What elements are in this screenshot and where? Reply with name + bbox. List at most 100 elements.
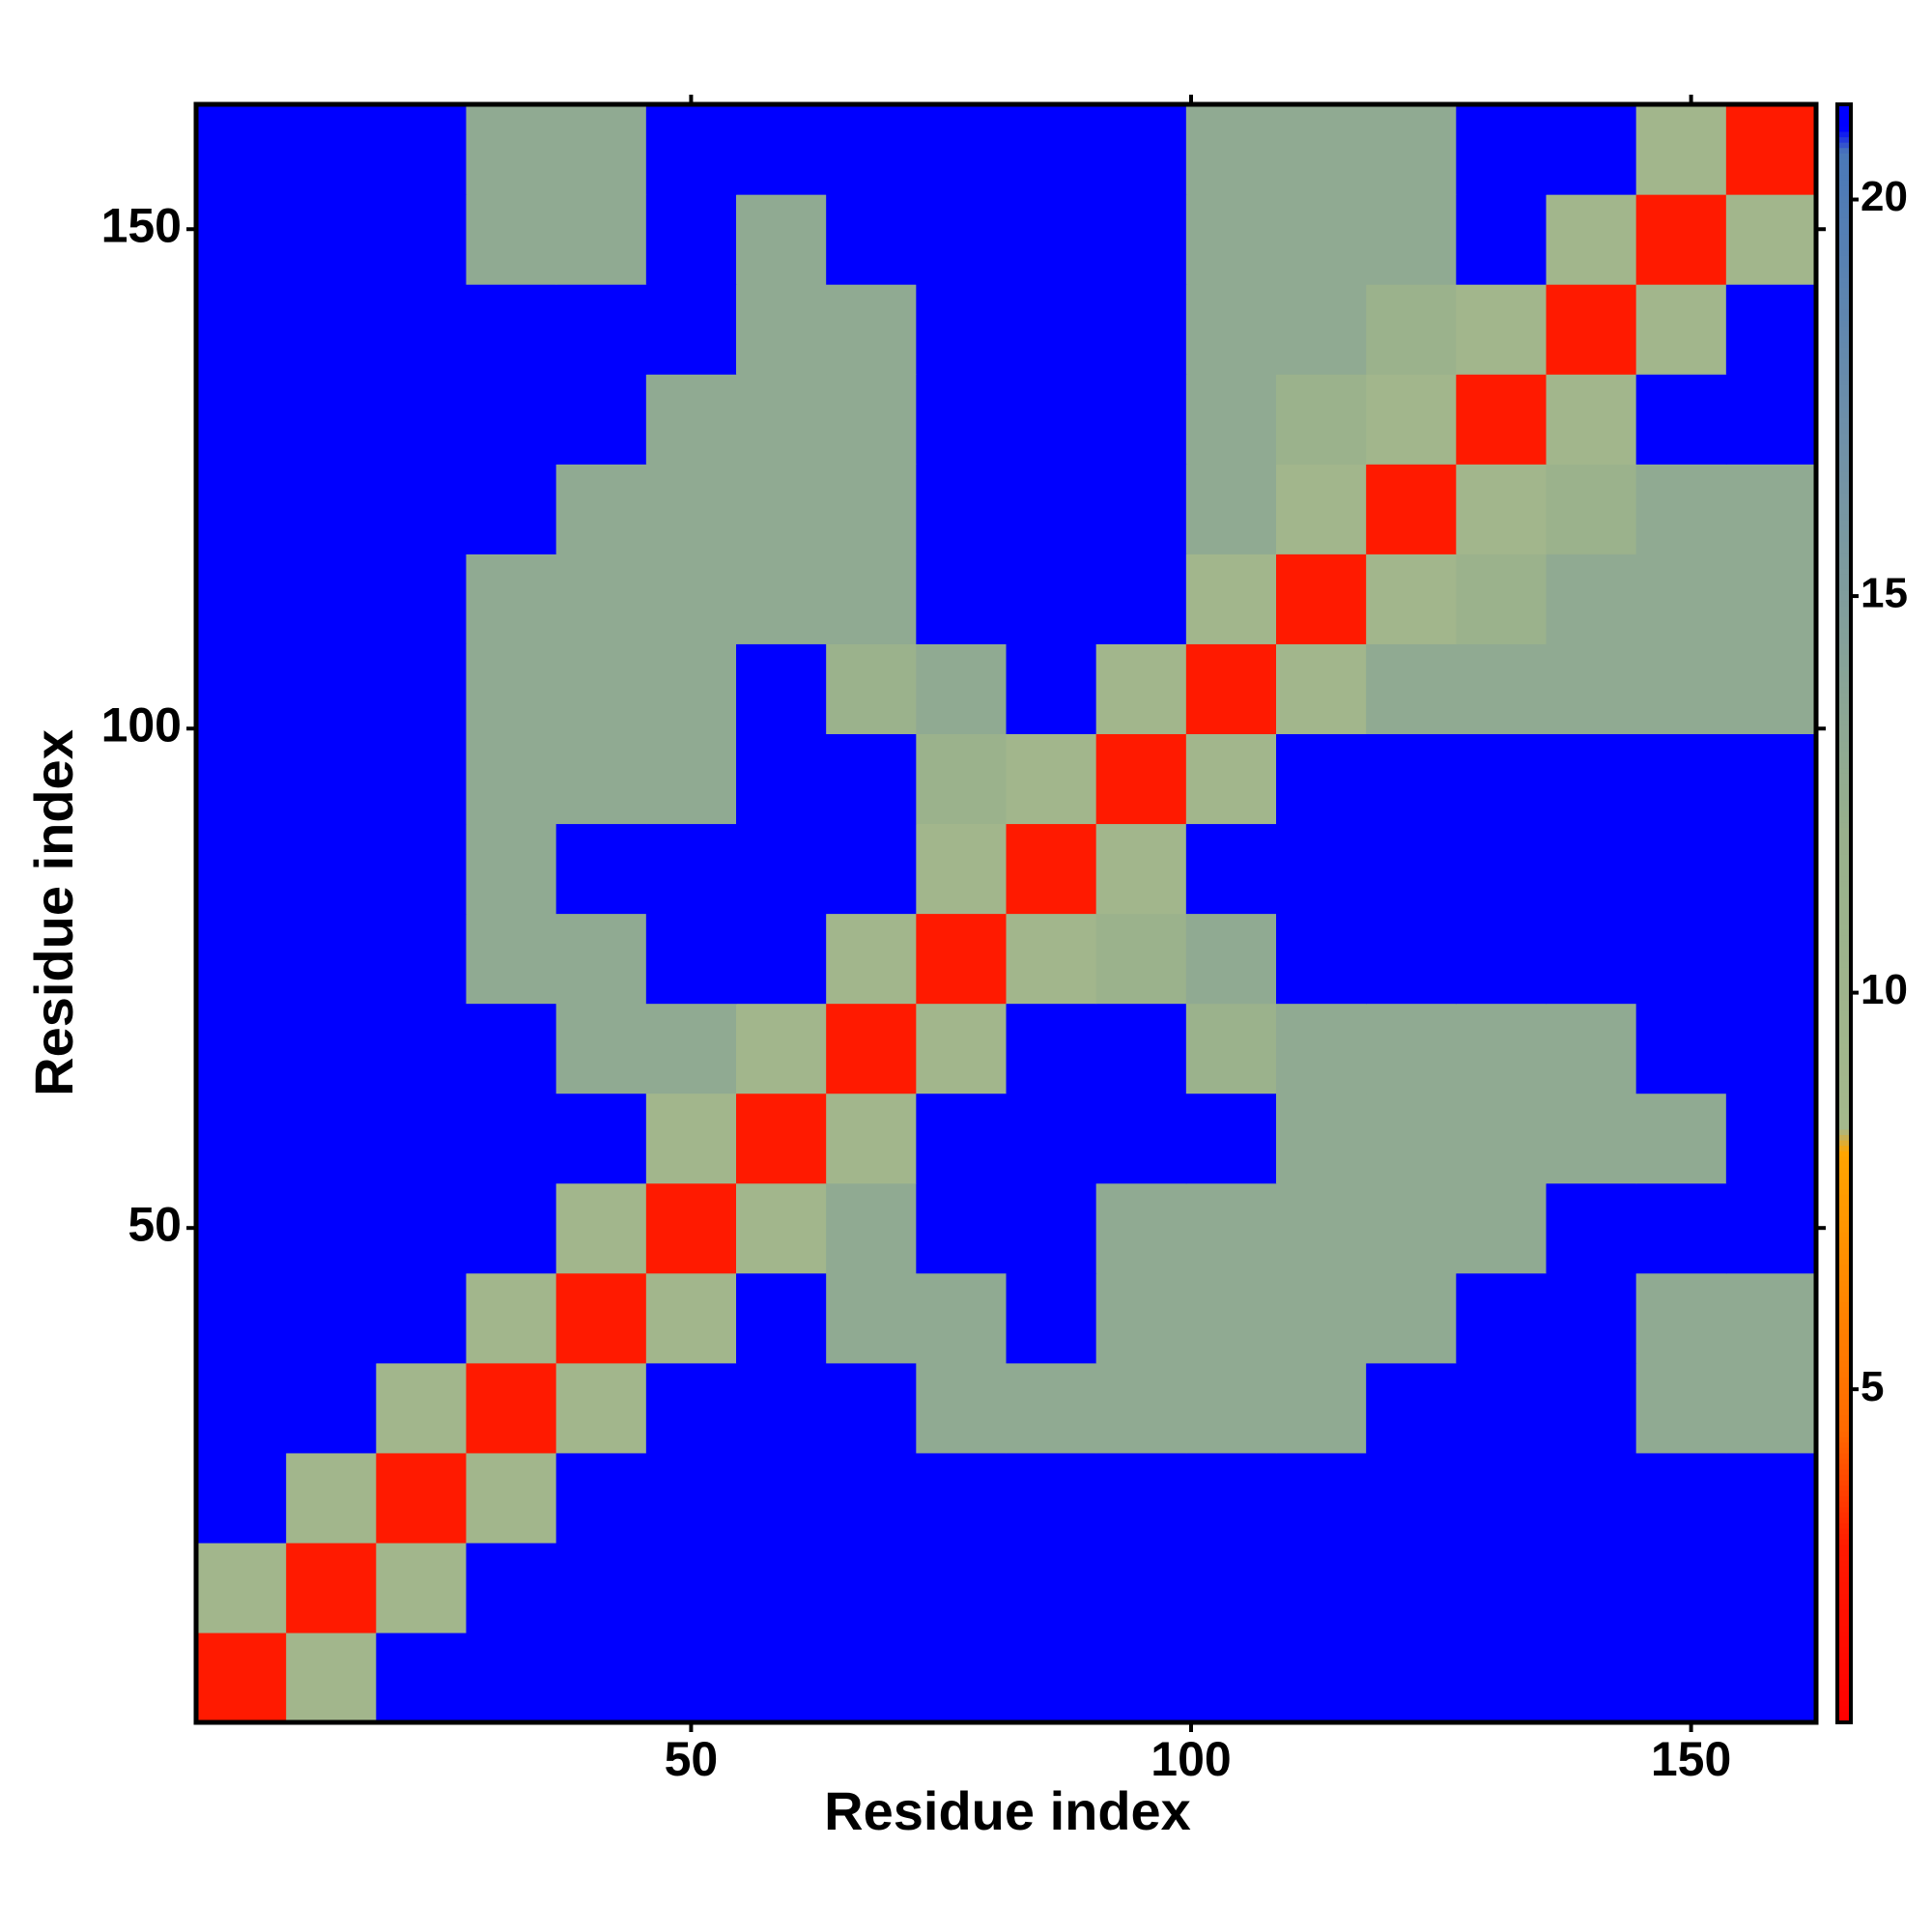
- heatmap-cell: [1635, 1542, 1727, 1634]
- heatmap-cell: [1366, 1272, 1457, 1364]
- heatmap-cell: [916, 1003, 1008, 1094]
- colorbar-step: [1837, 1269, 1851, 1276]
- colorbar-step: [1837, 174, 1851, 181]
- colorbar-step: [1837, 266, 1851, 272]
- colorbar-step: [1837, 687, 1851, 694]
- heatmap-cell: [1006, 913, 1097, 1005]
- colorbar-step: [1837, 579, 1851, 585]
- heatmap-cell: [555, 104, 647, 195]
- colorbar-step: [1837, 303, 1851, 310]
- colorbar-step: [1837, 1447, 1851, 1454]
- heatmap-cell: [466, 1542, 557, 1634]
- heatmap-cell: [1185, 643, 1277, 734]
- heatmap-cell: [736, 823, 827, 915]
- heatmap-cell: [1456, 284, 1548, 375]
- heatmap-cell: [555, 1452, 647, 1544]
- heatmap-cell: [1725, 1272, 1817, 1364]
- colorbar-step: [1837, 994, 1851, 1001]
- colorbar-step: [1837, 816, 1851, 823]
- heatmap-cell: [286, 1272, 377, 1364]
- colorbar-step: [1837, 454, 1851, 462]
- heatmap-cell: [1276, 1632, 1367, 1723]
- colorbar-tick-label: 10: [1861, 966, 1908, 1013]
- heatmap-cell: [916, 733, 1008, 825]
- colorbar-step: [1837, 1037, 1851, 1044]
- heatmap-cell: [826, 733, 917, 825]
- colorbar-step: [1837, 1372, 1851, 1378]
- heatmap-cell: [736, 1093, 827, 1184]
- colorbar-step: [1837, 1032, 1851, 1038]
- heatmap-cell: [376, 194, 468, 285]
- heatmap-cell: [1366, 733, 1457, 825]
- heatmap-cell: [1095, 554, 1187, 644]
- heatmap-cell: [376, 554, 468, 644]
- colorbar-step: [1837, 1042, 1851, 1049]
- colorbar-step: [1837, 1646, 1851, 1654]
- colorbar-step: [1837, 1236, 1851, 1243]
- colorbar-step: [1837, 428, 1851, 435]
- colorbar-step: [1837, 1280, 1851, 1287]
- colorbar-step: [1837, 956, 1851, 963]
- colorbar-step: [1837, 972, 1851, 980]
- colorbar-step: [1837, 1393, 1851, 1400]
- colorbar-step: [1837, 789, 1851, 796]
- colorbar-step: [1837, 1425, 1851, 1433]
- heatmap-cell: [376, 1452, 468, 1544]
- heatmap-cell: [376, 643, 468, 734]
- heatmap-cell: [1635, 823, 1727, 915]
- colorbar-step: [1837, 460, 1851, 467]
- colorbar-step: [1837, 363, 1851, 370]
- colorbar-step: [1837, 1199, 1851, 1206]
- colorbar-step: [1837, 1215, 1851, 1222]
- heatmap-cell: [1366, 1542, 1457, 1634]
- heatmap-cell: [1366, 1093, 1457, 1184]
- heatmap-cell: [1366, 1632, 1457, 1723]
- heatmap-cell: [736, 1452, 827, 1544]
- colorbar-step: [1837, 697, 1851, 704]
- colorbar-step: [1837, 147, 1851, 154]
- heatmap-cell: [1185, 1632, 1277, 1723]
- heatmap-cell: [196, 284, 287, 375]
- colorbar-step: [1837, 244, 1851, 251]
- colorbar-step: [1837, 1501, 1851, 1508]
- heatmap-cell: [286, 1542, 377, 1634]
- heatmap-cell: [1006, 464, 1097, 554]
- heatmap-cell: [645, 1632, 737, 1723]
- heatmap-cell: [826, 1362, 917, 1454]
- colorbar-step: [1837, 767, 1851, 774]
- colorbar-step: [1837, 1468, 1851, 1475]
- colorbar-step: [1837, 702, 1851, 709]
- colorbar-step: [1837, 1619, 1851, 1627]
- colorbar-step: [1837, 207, 1851, 213]
- heatmap-cell: [1546, 1182, 1637, 1274]
- x-tick-label: 100: [1151, 1732, 1231, 1786]
- colorbar-step: [1837, 1091, 1851, 1097]
- heatmap-cell: [1725, 194, 1817, 285]
- colorbar-step: [1837, 1334, 1851, 1341]
- colorbar-step: [1837, 1113, 1851, 1120]
- heatmap-cell: [466, 464, 557, 554]
- heatmap-cell: [1635, 1093, 1727, 1184]
- colorbar-step: [1837, 1295, 1851, 1303]
- colorbar-step: [1837, 260, 1851, 268]
- heatmap-cell: [1366, 284, 1457, 375]
- heatmap-cell: [1546, 554, 1637, 644]
- heatmap-cell: [1546, 1272, 1637, 1364]
- heatmap-cell: [916, 464, 1008, 554]
- heatmap-cell: [1095, 733, 1187, 825]
- heatmap-cell: [1456, 1182, 1548, 1274]
- heatmap-cell: [1185, 104, 1277, 195]
- colorbar-step: [1837, 1608, 1851, 1615]
- colorbar-step: [1837, 1161, 1851, 1168]
- colorbar-step: [1837, 1662, 1851, 1669]
- heatmap-cell: [196, 464, 287, 554]
- heatmap-cell: [196, 823, 287, 915]
- heatmap-cell: [1276, 1542, 1367, 1634]
- colorbar-step: [1837, 1404, 1851, 1410]
- colorbar-step: [1837, 1479, 1851, 1486]
- colorbar-step: [1837, 276, 1851, 283]
- heatmap-cell: [1725, 104, 1817, 195]
- colorbar-step: [1837, 293, 1851, 299]
- heatmap-cell: [376, 1182, 468, 1274]
